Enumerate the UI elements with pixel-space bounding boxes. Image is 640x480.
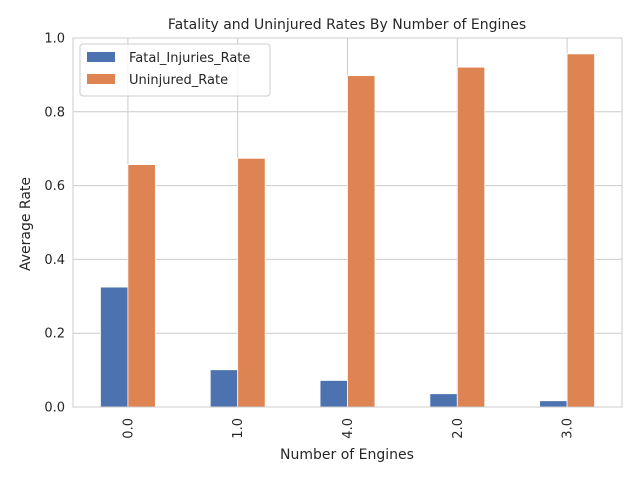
bars — [100, 53, 595, 408]
x-tick-label: 3.0 — [561, 418, 576, 439]
bar-uninjured-rate-0 — [127, 164, 156, 408]
bar-uninjured-rate-2 — [347, 75, 376, 408]
bar-uninjured-rate-3 — [456, 66, 486, 408]
legend-box — [79, 43, 271, 97]
x-tick-label: 4.0 — [341, 418, 356, 439]
legend-label-uninjured: Uninjured_Rate — [129, 73, 228, 88]
x-axis-ticks: 0.0 1.0 4.0 2.0 3.0 — [121, 418, 575, 439]
x-axis-label: Number of Engines — [280, 447, 414, 463]
y-tick-label: 0.6 — [44, 179, 65, 194]
legend-label-fatal: Fatal_Injuries_Rate — [129, 51, 250, 66]
bar-fatal-injuries-rate-0 — [100, 286, 129, 408]
x-tick-label: 1.0 — [231, 418, 246, 439]
legend: Fatal_Injuries_Rate Uninjured_Rate — [79, 43, 271, 97]
legend-swatch-fatal — [87, 52, 115, 62]
bar-fatal-injuries-rate-3 — [429, 393, 458, 408]
y-tick-label: 1.0 — [44, 32, 65, 47]
bar-fatal-injuries-rate-1 — [209, 369, 239, 408]
bar-uninjured-rate-4 — [566, 53, 595, 408]
plot-frame — [72, 37, 623, 408]
x-tick-label: 0.0 — [121, 418, 136, 439]
bar-uninjured-rate-1 — [237, 157, 266, 408]
chart-title: Fatality and Uninjured Rates By Number o… — [168, 17, 526, 33]
y-tick-label: 0.0 — [44, 401, 65, 416]
bar-fatal-injuries-rate-4 — [539, 400, 568, 408]
y-axis-ticks: 0.0 0.2 0.4 0.6 0.8 1.0 — [44, 32, 65, 416]
y-tick-label: 0.8 — [44, 105, 65, 120]
y-tick-label: 0.4 — [44, 253, 65, 268]
x-tick-label: 2.0 — [451, 418, 466, 439]
legend-swatch-uninjured — [87, 74, 115, 84]
bar-fatal-injuries-rate-2 — [319, 380, 348, 408]
y-tick-label: 0.2 — [44, 327, 65, 342]
y-axis-label: Average Rate — [18, 177, 34, 271]
